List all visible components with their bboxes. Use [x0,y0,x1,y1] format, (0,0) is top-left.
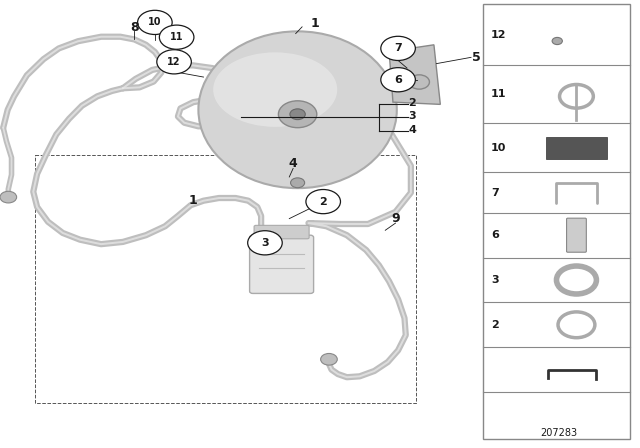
Bar [546,137,607,159]
FancyBboxPatch shape [254,225,309,239]
Text: 2: 2 [491,320,499,330]
Text: 7: 7 [491,188,499,198]
Text: 1: 1 [310,17,319,30]
FancyBboxPatch shape [250,235,314,293]
Circle shape [138,10,172,34]
Circle shape [381,36,415,60]
Circle shape [248,231,282,255]
Circle shape [291,178,305,188]
Circle shape [321,353,337,365]
Text: 9: 9 [391,212,400,225]
Ellipse shape [198,31,397,188]
Text: 12: 12 [491,30,506,40]
Circle shape [159,25,194,49]
Text: 10: 10 [491,143,506,153]
Text: 3: 3 [408,112,416,121]
Text: 3: 3 [491,275,499,285]
Circle shape [0,191,17,203]
Text: 12: 12 [167,57,181,67]
Text: 6: 6 [491,230,499,240]
FancyBboxPatch shape [483,4,630,439]
Circle shape [552,38,563,45]
Text: 11: 11 [170,32,184,42]
Text: 7: 7 [394,43,402,53]
Text: 4: 4 [408,125,416,135]
Text: 11: 11 [491,89,506,99]
FancyBboxPatch shape [566,218,586,252]
Text: 3: 3 [261,238,269,248]
Text: 207283: 207283 [540,428,577,438]
Text: 1: 1 [189,194,198,207]
Circle shape [381,68,415,92]
Polygon shape [389,45,440,104]
Text: 10: 10 [148,17,162,27]
Text: 5: 5 [472,51,481,64]
Circle shape [278,101,317,128]
Text: 2: 2 [408,98,416,108]
Circle shape [157,50,191,74]
Text: 4: 4 [289,157,298,171]
Text: 6: 6 [394,75,402,85]
Text: 2: 2 [319,197,327,207]
Circle shape [306,190,340,214]
Text: 8: 8 [130,21,139,34]
Ellipse shape [213,52,337,127]
Circle shape [409,75,429,89]
Circle shape [290,109,305,120]
